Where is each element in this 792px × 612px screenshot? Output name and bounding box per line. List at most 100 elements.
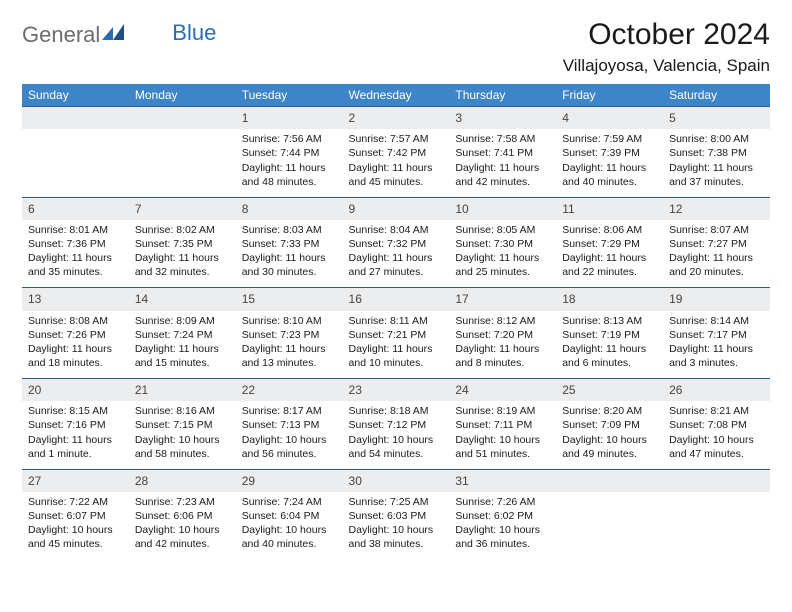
sunset-text: Sunset: 7:12 PM xyxy=(349,418,444,432)
day-data-cell: Sunrise: 7:57 AMSunset: 7:42 PMDaylight:… xyxy=(343,129,450,197)
day-number-cell: 16 xyxy=(343,288,450,311)
day-number-cell: 15 xyxy=(236,288,343,311)
daylight-text: Daylight: 10 hours and 42 minutes. xyxy=(135,523,230,551)
day-number-cell: 20 xyxy=(22,379,129,402)
daylight-text: Daylight: 10 hours and 54 minutes. xyxy=(349,433,444,461)
daylight-text: Daylight: 10 hours and 38 minutes. xyxy=(349,523,444,551)
sunrise-text: Sunrise: 7:23 AM xyxy=(135,495,230,509)
sunset-text: Sunset: 7:13 PM xyxy=(242,418,337,432)
sunset-text: Sunset: 7:23 PM xyxy=(242,328,337,342)
brand-logo: GeneralBlue xyxy=(22,18,216,48)
data-row: Sunrise: 8:15 AMSunset: 7:16 PMDaylight:… xyxy=(22,401,770,469)
sunset-text: Sunset: 6:04 PM xyxy=(242,509,337,523)
day-number-cell xyxy=(663,469,770,492)
sunrise-text: Sunrise: 7:24 AM xyxy=(242,495,337,509)
day-number-cell: 5 xyxy=(663,107,770,130)
sunset-text: Sunset: 7:35 PM xyxy=(135,237,230,251)
day-number-cell: 1 xyxy=(236,107,343,130)
sunrise-text: Sunrise: 8:13 AM xyxy=(562,314,657,328)
daynum-row: 6789101112 xyxy=(22,197,770,220)
daynum-row: 2728293031 xyxy=(22,469,770,492)
sunrise-text: Sunrise: 8:04 AM xyxy=(349,223,444,237)
daylight-text: Daylight: 11 hours and 25 minutes. xyxy=(455,251,550,279)
calendar-table: SundayMondayTuesdayWednesdayThursdayFrid… xyxy=(22,84,770,560)
day-data-cell: Sunrise: 8:15 AMSunset: 7:16 PMDaylight:… xyxy=(22,401,129,469)
sunrise-text: Sunrise: 8:10 AM xyxy=(242,314,337,328)
daynum-row: 20212223242526 xyxy=(22,379,770,402)
sunrise-text: Sunrise: 8:03 AM xyxy=(242,223,337,237)
sunrise-text: Sunrise: 8:05 AM xyxy=(455,223,550,237)
day-data-cell: Sunrise: 8:05 AMSunset: 7:30 PMDaylight:… xyxy=(449,220,556,288)
sunset-text: Sunset: 7:41 PM xyxy=(455,146,550,160)
day-data-cell xyxy=(663,492,770,560)
sunrise-text: Sunrise: 8:16 AM xyxy=(135,404,230,418)
sunrise-text: Sunrise: 8:21 AM xyxy=(669,404,764,418)
sunset-text: Sunset: 7:09 PM xyxy=(562,418,657,432)
day-data-cell: Sunrise: 8:18 AMSunset: 7:12 PMDaylight:… xyxy=(343,401,450,469)
sunset-text: Sunset: 7:20 PM xyxy=(455,328,550,342)
sunrise-text: Sunrise: 7:22 AM xyxy=(28,495,123,509)
daylight-text: Daylight: 10 hours and 51 minutes. xyxy=(455,433,550,461)
sunrise-text: Sunrise: 8:19 AM xyxy=(455,404,550,418)
daylight-text: Daylight: 11 hours and 1 minute. xyxy=(28,433,123,461)
weekday-header: Sunday xyxy=(22,84,129,107)
daylight-text: Daylight: 10 hours and 47 minutes. xyxy=(669,433,764,461)
day-data-cell: Sunrise: 8:00 AMSunset: 7:38 PMDaylight:… xyxy=(663,129,770,197)
sunset-text: Sunset: 7:08 PM xyxy=(669,418,764,432)
daylight-text: Daylight: 11 hours and 13 minutes. xyxy=(242,342,337,370)
day-data-cell: Sunrise: 8:01 AMSunset: 7:36 PMDaylight:… xyxy=(22,220,129,288)
sunset-text: Sunset: 6:03 PM xyxy=(349,509,444,523)
day-data-cell: Sunrise: 7:25 AMSunset: 6:03 PMDaylight:… xyxy=(343,492,450,560)
sunset-text: Sunset: 7:42 PM xyxy=(349,146,444,160)
weekday-row: SundayMondayTuesdayWednesdayThursdayFrid… xyxy=(22,84,770,107)
sunset-text: Sunset: 6:02 PM xyxy=(455,509,550,523)
daylight-text: Daylight: 11 hours and 27 minutes. xyxy=(349,251,444,279)
brand-text-blue: Blue xyxy=(172,20,216,46)
sunset-text: Sunset: 7:11 PM xyxy=(455,418,550,432)
sunrise-text: Sunrise: 7:26 AM xyxy=(455,495,550,509)
sunrise-text: Sunrise: 8:15 AM xyxy=(28,404,123,418)
day-number-cell: 23 xyxy=(343,379,450,402)
day-data-cell xyxy=(129,129,236,197)
sunset-text: Sunset: 7:21 PM xyxy=(349,328,444,342)
sunset-text: Sunset: 7:15 PM xyxy=(135,418,230,432)
location-text: Villajoyosa, Valencia, Spain xyxy=(563,56,770,76)
weekday-header: Thursday xyxy=(449,84,556,107)
daylight-text: Daylight: 11 hours and 22 minutes. xyxy=(562,251,657,279)
calendar-head: SundayMondayTuesdayWednesdayThursdayFrid… xyxy=(22,84,770,107)
day-data-cell: Sunrise: 8:21 AMSunset: 7:08 PMDaylight:… xyxy=(663,401,770,469)
sunset-text: Sunset: 7:32 PM xyxy=(349,237,444,251)
day-number-cell xyxy=(22,107,129,130)
weekday-header: Saturday xyxy=(663,84,770,107)
sunrise-text: Sunrise: 8:07 AM xyxy=(669,223,764,237)
day-data-cell: Sunrise: 8:07 AMSunset: 7:27 PMDaylight:… xyxy=(663,220,770,288)
daylight-text: Daylight: 11 hours and 20 minutes. xyxy=(669,251,764,279)
day-data-cell xyxy=(556,492,663,560)
daylight-text: Daylight: 11 hours and 45 minutes. xyxy=(349,161,444,189)
title-block: October 2024 Villajoyosa, Valencia, Spai… xyxy=(563,18,770,76)
day-number-cell: 17 xyxy=(449,288,556,311)
day-data-cell: Sunrise: 7:59 AMSunset: 7:39 PMDaylight:… xyxy=(556,129,663,197)
data-row: Sunrise: 8:08 AMSunset: 7:26 PM Daylight:… xyxy=(22,311,770,379)
daylight-text: Daylight: 11 hours and 3 minutes. xyxy=(669,342,764,370)
day-number-cell: 19 xyxy=(663,288,770,311)
daylight-text: Daylight: 11 hours and 8 minutes. xyxy=(455,342,550,370)
day-number-cell: 21 xyxy=(129,379,236,402)
day-data-cell: Sunrise: 8:19 AMSunset: 7:11 PMDaylight:… xyxy=(449,401,556,469)
sunset-text: Sunset: 7:26 PM xyxy=(28,328,123,342)
day-number-cell xyxy=(556,469,663,492)
sunrise-text: Sunrise: 8:11 AM xyxy=(349,314,444,328)
day-number-cell xyxy=(129,107,236,130)
daylight-text: Daylight: 11 hours and 10 minutes. xyxy=(349,342,444,370)
sunrise-text: Sunrise: 8:12 AM xyxy=(455,314,550,328)
sunrise-text: Sunrise: 8:08 AM xyxy=(28,314,123,328)
sunrise-text: Sunrise: 8:02 AM xyxy=(135,223,230,237)
day-number-cell: 9 xyxy=(343,197,450,220)
day-number-cell: 27 xyxy=(22,469,129,492)
day-number-cell: 25 xyxy=(556,379,663,402)
sunset-text: Sunset: 7:33 PM xyxy=(242,237,337,251)
daylight-text: Daylight: 11 hours and 6 minutes. xyxy=(562,342,657,370)
daylight-text: Daylight: 10 hours and 58 minutes. xyxy=(135,433,230,461)
daylight-text: Daylight: 10 hours and 56 minutes. xyxy=(242,433,337,461)
daylight-text: Daylight: 11 hours and 48 minutes. xyxy=(242,161,337,189)
